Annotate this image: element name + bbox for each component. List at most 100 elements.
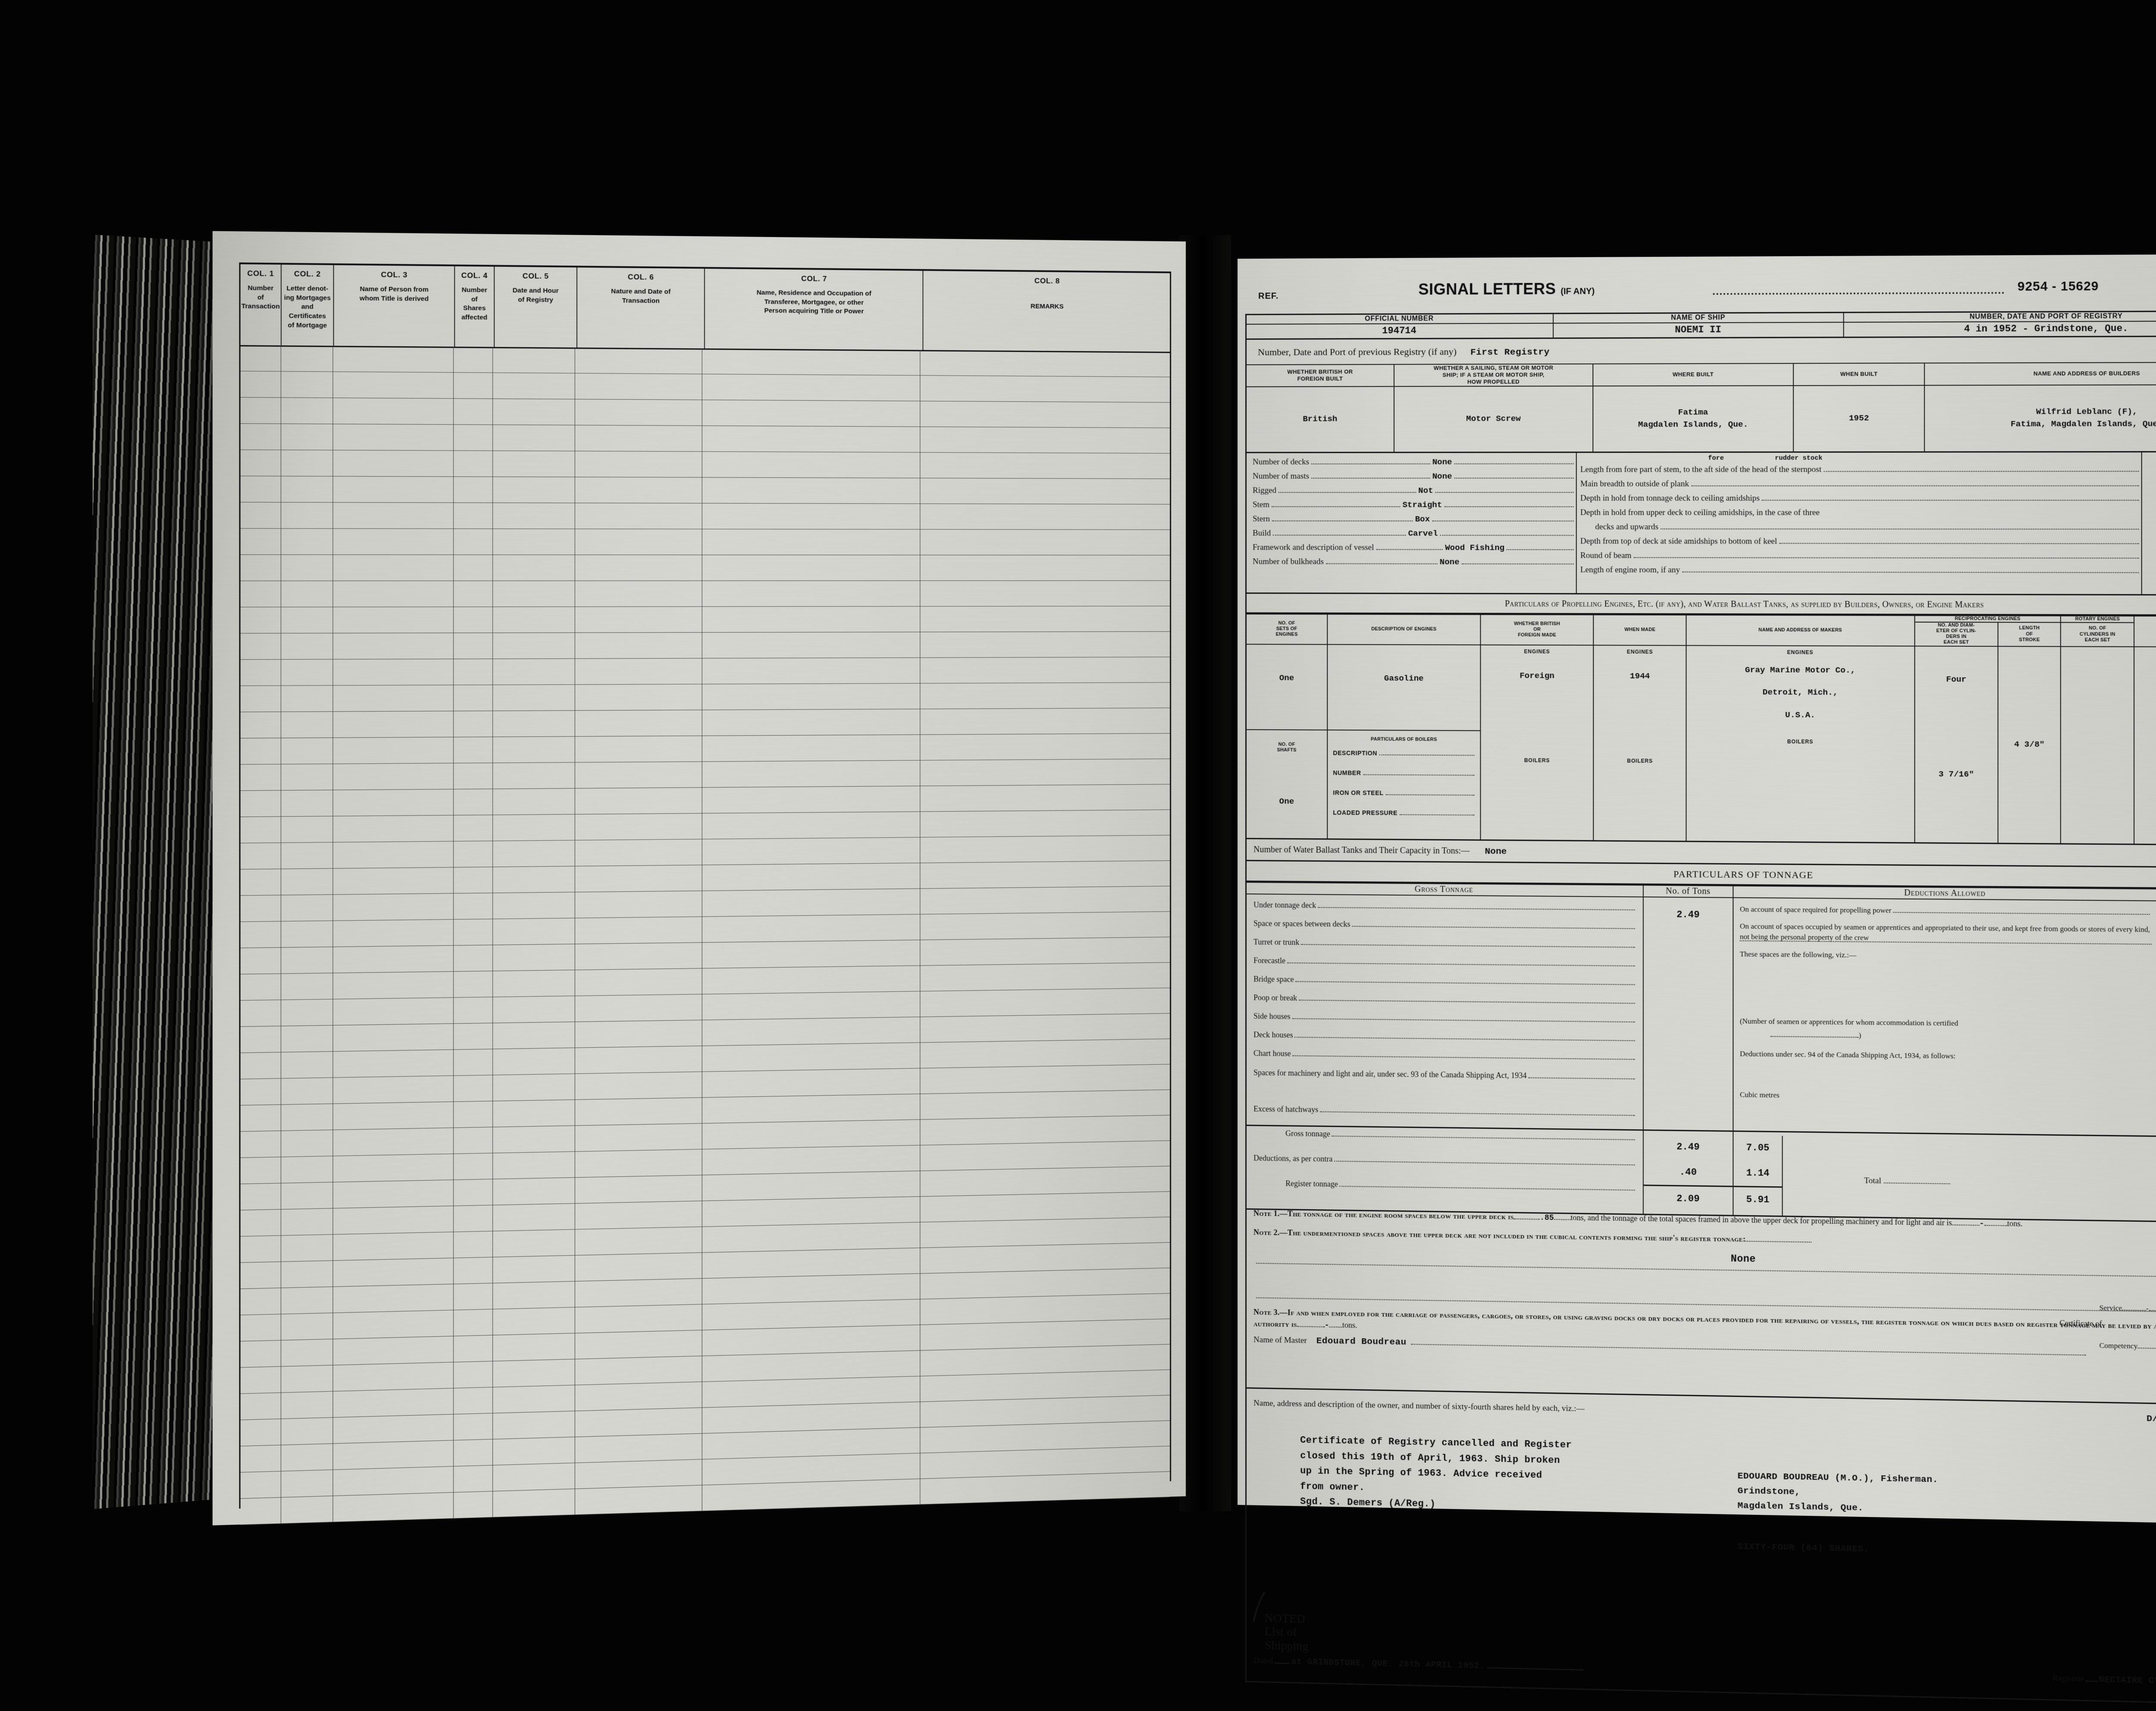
ledger-cell[interactable] <box>493 581 575 607</box>
ledger-cell[interactable] <box>575 1330 702 1359</box>
ledger-cell[interactable] <box>281 842 333 869</box>
ledger-cell[interactable] <box>702 426 921 452</box>
ledger-cell[interactable] <box>493 529 575 555</box>
ledger-cell[interactable] <box>240 423 282 450</box>
ledger-cell[interactable] <box>493 1203 575 1231</box>
ledger-cell[interactable] <box>333 1128 454 1156</box>
ledger-cell[interactable] <box>454 476 493 503</box>
ledger-cell[interactable] <box>240 555 282 581</box>
ledger-cell[interactable] <box>240 581 282 607</box>
ledger-cell[interactable] <box>575 736 702 762</box>
ledger-cell[interactable] <box>575 891 702 918</box>
ledger-cell[interactable] <box>702 400 921 427</box>
ledger-cell[interactable] <box>240 1419 282 1446</box>
ledger-cell[interactable] <box>240 502 282 529</box>
ledger-cell[interactable] <box>240 869 282 896</box>
ledger-cell[interactable] <box>493 555 575 581</box>
ledger-cell[interactable] <box>240 528 282 555</box>
ledger-cell[interactable] <box>240 450 282 476</box>
ledger-cell[interactable] <box>493 347 575 373</box>
ledger-row[interactable] <box>240 581 1170 608</box>
ledger-cell[interactable] <box>575 1253 702 1281</box>
ledger-cell[interactable] <box>281 424 333 450</box>
ledger-cell[interactable] <box>240 1000 282 1027</box>
ledger-cell[interactable] <box>702 914 921 943</box>
ledger-cell[interactable] <box>333 971 454 999</box>
ledger-cell[interactable] <box>333 476 454 503</box>
ledger-cell[interactable] <box>575 607 702 633</box>
ledger-cell[interactable] <box>702 709 921 736</box>
ledger-cell[interactable] <box>575 1485 702 1515</box>
ledger-cell[interactable] <box>702 735 921 761</box>
ledger-cell[interactable] <box>333 1076 454 1104</box>
ledger-cell[interactable] <box>240 790 282 817</box>
ledger-cell[interactable] <box>920 376 1170 402</box>
ledger-cell[interactable] <box>493 1125 575 1153</box>
ledger-cell[interactable] <box>454 893 493 919</box>
ledger-cell[interactable] <box>575 555 702 581</box>
ledger-cell[interactable] <box>575 917 702 944</box>
ledger-cell[interactable] <box>575 1046 702 1074</box>
ledger-cell[interactable] <box>281 555 333 581</box>
ledger-cell[interactable] <box>493 1152 575 1179</box>
ledger-cell[interactable] <box>240 1026 282 1053</box>
ledger-cell[interactable] <box>493 633 575 659</box>
ledger-cell[interactable] <box>493 1178 575 1205</box>
ledger-cell[interactable] <box>281 1496 333 1523</box>
ledger-cell[interactable] <box>575 1356 702 1385</box>
ledger-cell[interactable] <box>333 1310 454 1339</box>
ledger-cell[interactable] <box>454 919 493 946</box>
ledger-cell[interactable] <box>281 790 333 817</box>
ledger-cell[interactable] <box>493 1100 575 1127</box>
ledger-cell[interactable] <box>493 892 575 919</box>
ledger-cell[interactable] <box>454 555 493 581</box>
ledger-cell[interactable] <box>920 530 1170 555</box>
ledger-cell[interactable] <box>240 843 282 869</box>
ledger-cell[interactable] <box>920 427 1170 453</box>
ledger-cell[interactable] <box>920 1116 1170 1145</box>
ledger-cell[interactable] <box>493 944 575 971</box>
ledger-cell[interactable] <box>493 477 575 503</box>
ledger-cell[interactable] <box>281 607 333 633</box>
ledger-cell[interactable] <box>493 1022 575 1049</box>
ledger-cell[interactable] <box>493 840 575 867</box>
ledger-cell[interactable] <box>281 1260 333 1288</box>
ledger-cell[interactable] <box>281 738 333 764</box>
ledger-cell[interactable] <box>493 970 575 997</box>
ledger-cell[interactable] <box>493 399 575 425</box>
ledger-cell[interactable] <box>454 581 493 607</box>
ledger-cell[interactable] <box>333 841 454 868</box>
ledger-cell[interactable] <box>454 1413 493 1440</box>
ledger-cell[interactable] <box>454 867 493 893</box>
ledger-cell[interactable] <box>454 763 493 789</box>
ledger-cell[interactable] <box>333 867 454 895</box>
ledger-cell[interactable] <box>493 451 575 477</box>
ledger-cell[interactable] <box>493 1489 575 1517</box>
ledger-cell[interactable] <box>240 947 282 974</box>
ledger-cell[interactable] <box>493 685 575 711</box>
ledger-cell[interactable] <box>333 711 454 738</box>
ledger-cell[interactable] <box>702 1119 921 1149</box>
ledger-cell[interactable] <box>920 759 1170 786</box>
ledger-cell[interactable] <box>333 398 454 425</box>
ledger-cell[interactable] <box>493 658 575 685</box>
ledger-cell[interactable] <box>454 1023 493 1050</box>
ledger-cell[interactable] <box>281 711 333 738</box>
ledger-cell[interactable] <box>493 1411 575 1439</box>
ledger-cell[interactable] <box>493 373 575 399</box>
ledger-cell[interactable] <box>493 1048 575 1075</box>
ledger-cell[interactable] <box>920 683 1170 709</box>
ledger-cell[interactable] <box>281 816 333 843</box>
ledger-cell[interactable] <box>920 937 1170 965</box>
ledger-cell[interactable] <box>702 581 921 607</box>
ledger-cell[interactable] <box>454 451 493 477</box>
ledger-cell[interactable] <box>702 1068 921 1097</box>
ledger-cell[interactable] <box>575 399 702 426</box>
ledger-cell[interactable] <box>281 1235 333 1262</box>
ledger-cell[interactable] <box>702 965 921 994</box>
ledger-cell[interactable] <box>240 1471 282 1498</box>
ledger-cell[interactable] <box>281 921 333 947</box>
ledger-cell[interactable] <box>281 1391 333 1419</box>
ledger-cell[interactable] <box>240 1288 282 1315</box>
ledger-cell[interactable] <box>240 1262 282 1289</box>
